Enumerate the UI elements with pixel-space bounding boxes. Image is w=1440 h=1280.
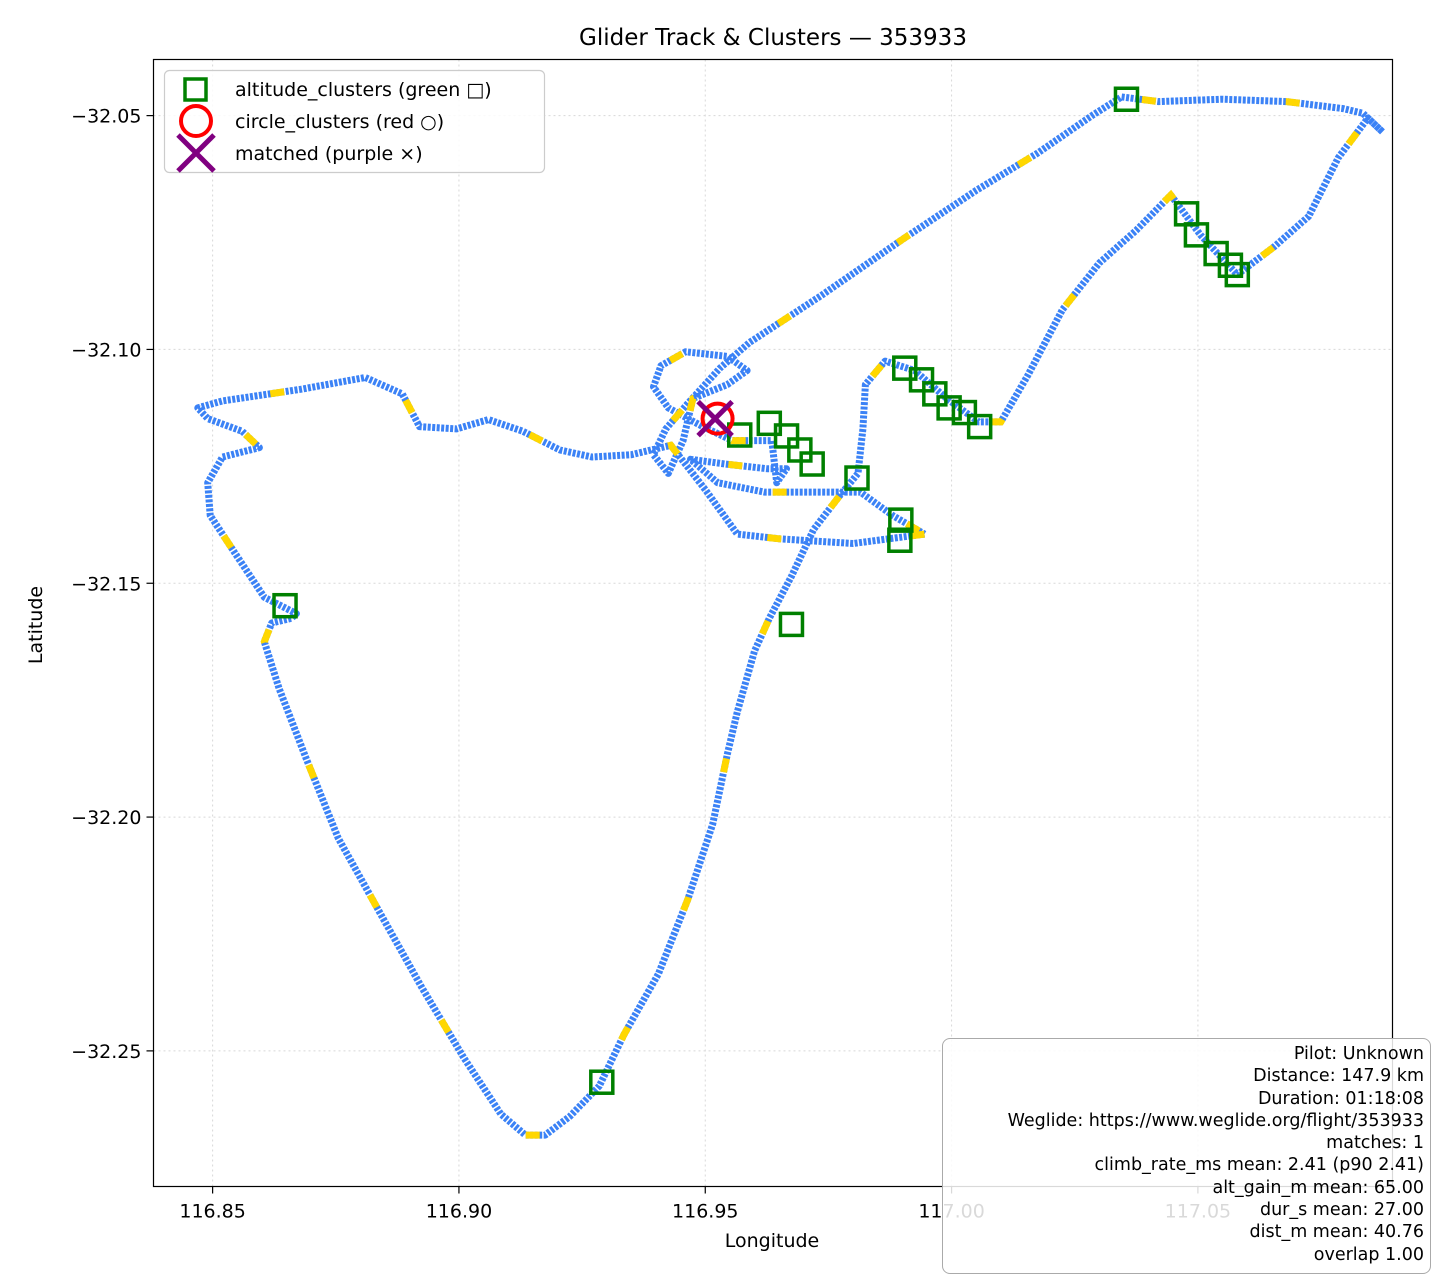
legend-label-circle-clusters: circle_clusters (red ○): [235, 111, 444, 133]
altitude-cluster-square: [888, 507, 914, 533]
altitude-cluster-square: [922, 381, 948, 407]
legend-x-icon: [176, 133, 216, 173]
y-axis-label: Latitude: [25, 586, 47, 664]
matched-x-marker: [696, 399, 734, 438]
x-tick-label: 116.85: [179, 1201, 245, 1223]
legend: altitude_clusters (green □) circle_clust…: [163, 69, 546, 174]
legend-label-matched: matched (purple ×): [235, 143, 423, 165]
legend-square-icon: [183, 77, 208, 102]
altitude-cluster-square: [272, 592, 298, 619]
x-tick-label: 116.90: [426, 1201, 492, 1223]
altitude-cluster-square: [799, 451, 825, 477]
y-tick-label: −32.20: [71, 807, 141, 829]
altitude-cluster-square: [908, 367, 935, 393]
flight-track: [191, 93, 1387, 1139]
altitude-cluster-square: [951, 399, 978, 426]
y-tick-label: −32.05: [71, 106, 141, 128]
y-tick-label: −32.25: [71, 1041, 141, 1063]
y-tick-label: −32.10: [71, 339, 141, 361]
info-duration: Duration: 01:18:08: [1257, 1088, 1424, 1109]
info-pilot: Pilot: Unknown: [1293, 1044, 1424, 1064]
info-distance: Distance: 147.9 km: [1253, 1066, 1424, 1087]
altitude-cluster-square: [1224, 261, 1251, 288]
altitude-cluster-square: [887, 527, 913, 553]
info-weglide-link: Weglide: https://www.weglide.org/flight/…: [1007, 1110, 1424, 1131]
legend-label-altitude-clusters: altitude_clusters (green □): [235, 79, 492, 101]
x-tick-label: 116.95: [672, 1201, 738, 1223]
info-dur: dur_s mean: 27.00: [1259, 1200, 1424, 1221]
altitude-cluster-square: [778, 611, 805, 638]
altitude-cluster-square: [1113, 86, 1140, 112]
chart-title: Glider Track & Clusters — 353933: [579, 25, 967, 51]
legend-frame: [163, 69, 546, 174]
x-axis-label: Longitude: [725, 1230, 820, 1252]
legend-circle-icon: [179, 104, 213, 138]
flight-info-box: Pilot: Unknown Distance: 147.9 km Durati…: [942, 1038, 1431, 1274]
altitude-cluster-square: [966, 413, 993, 440]
info-overlap: overlap 1.00: [1313, 1244, 1424, 1265]
matched-x-stroke: [696, 399, 734, 438]
plot-frame: [152, 58, 1394, 1188]
altitude-cluster-square: [844, 465, 870, 491]
altitude-cluster-square: [589, 1069, 615, 1095]
altitude-cluster-square: [936, 395, 962, 421]
info-climb-rate: climb_rate_ms mean: 2.41 (p90 2.41): [1094, 1155, 1424, 1176]
y-tick-label: −32.15: [71, 573, 141, 595]
track-line: [194, 93, 1387, 1139]
info-matches: matches: 1: [1326, 1133, 1424, 1154]
circle-cluster-circle: [700, 401, 735, 436]
y-axis: −32.05 −32.10 −32.15 −32.20 −32.25: [71, 106, 154, 1063]
info-alt-gain: alt_gain_m mean: 65.00: [1212, 1177, 1424, 1198]
altitude-cluster-square: [1183, 222, 1210, 248]
info-dist: dist_m mean: 40.76: [1249, 1222, 1425, 1243]
cluster-markers: [272, 86, 1251, 1095]
altitude-cluster-square: [773, 423, 800, 449]
